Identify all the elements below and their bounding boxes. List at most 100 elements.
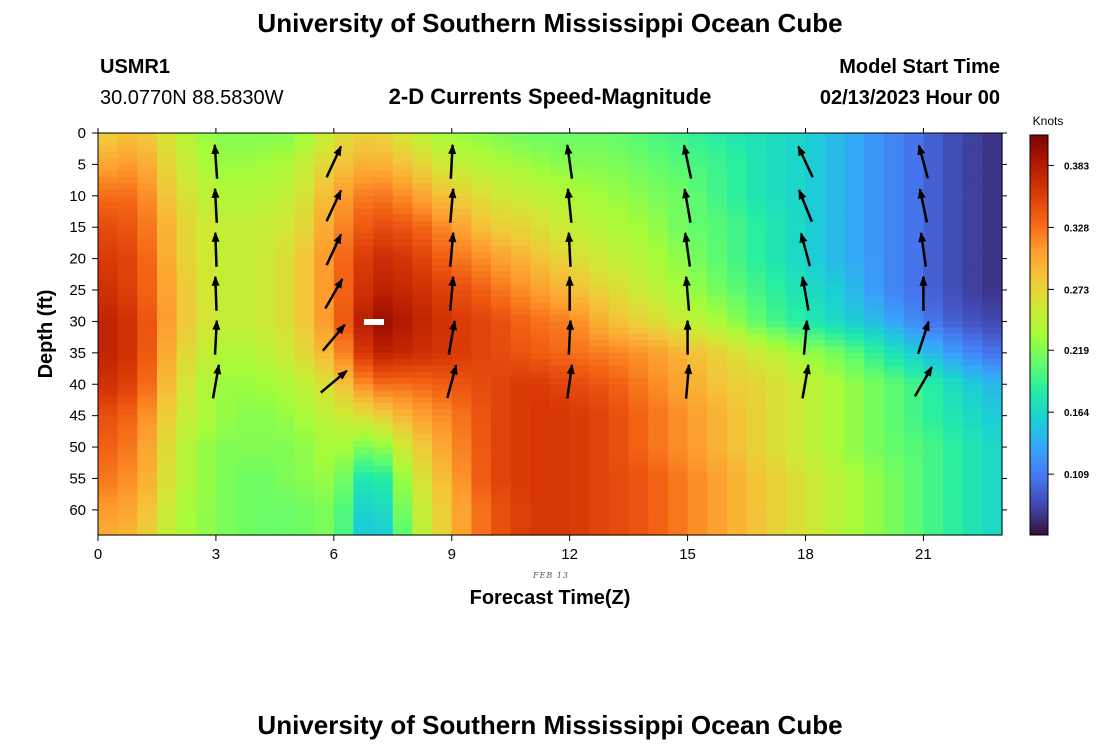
heatmap-cell (176, 290, 197, 297)
heatmap-cell (451, 327, 472, 335)
current-vector (684, 363, 693, 399)
heatmap-cell (923, 189, 944, 197)
heatmap-cell (864, 359, 885, 367)
heatmap-cell (766, 208, 787, 216)
heatmap-cell (903, 264, 924, 272)
heatmap-cell (432, 158, 453, 166)
heatmap-cell (589, 428, 610, 436)
heatmap-cell (589, 227, 610, 235)
heatmap-cell (432, 434, 453, 442)
heatmap-cell (98, 403, 119, 410)
heatmap-cell (864, 440, 885, 448)
heatmap-cell (412, 465, 433, 473)
heatmap-cell (903, 428, 924, 436)
heatmap-cell (156, 220, 178, 228)
heatmap-cell (353, 340, 374, 348)
heatmap-cell (923, 277, 944, 285)
heatmap-cell (196, 459, 217, 467)
heatmap-cell (530, 516, 551, 524)
heatmap-cell (746, 189, 767, 197)
heatmap-cell (176, 202, 197, 209)
heatmap-cell (294, 340, 315, 348)
heatmap-cell (550, 403, 571, 410)
heatmap-cell (982, 434, 1003, 442)
heatmap-cell (982, 264, 1003, 272)
heatmap-cell (392, 428, 414, 436)
heatmap-cell (215, 252, 237, 260)
heatmap-cell (392, 409, 414, 417)
heatmap-cell (373, 359, 394, 367)
heatmap-cell (550, 151, 571, 159)
heatmap-cell (314, 522, 335, 530)
heatmap-cell (903, 283, 924, 291)
heatmap-cell (314, 377, 335, 385)
heatmap-cell (726, 227, 748, 235)
heatmap-cell (373, 233, 394, 241)
heatmap-cell (962, 434, 983, 442)
heatmap-cell (510, 528, 531, 536)
heatmap-cell (667, 133, 689, 140)
heatmap-cell (333, 283, 355, 291)
heatmap-cell (98, 415, 119, 423)
heatmap-cell (215, 290, 237, 297)
heatmap-cell (333, 403, 355, 410)
heatmap-cell (667, 214, 689, 222)
heatmap-cell (687, 290, 708, 297)
heatmap-cell (707, 290, 728, 297)
heatmap-cell (589, 484, 610, 492)
heatmap-cell (825, 195, 846, 203)
heatmap-cell (274, 384, 296, 392)
heatmap-cell (589, 465, 610, 473)
heatmap-cell (864, 208, 885, 216)
heatmap-cell (530, 264, 551, 272)
heatmap-cell (943, 327, 964, 335)
heatmap-cell (766, 258, 787, 266)
heatmap-cell (353, 183, 374, 191)
heatmap-cell (923, 151, 944, 159)
heatmap-cell (176, 151, 197, 159)
heatmap-cell (274, 302, 296, 310)
heatmap-cell (628, 403, 649, 410)
heatmap-cell (471, 164, 492, 172)
heatmap-cell (962, 258, 983, 266)
heatmap-cell (156, 346, 178, 354)
heatmap-cell (982, 440, 1003, 448)
heatmap-cell (432, 447, 453, 454)
heatmap-cell (471, 239, 492, 247)
heatmap-cell (215, 440, 237, 448)
heatmap-cell (608, 465, 630, 473)
heatmap-cell (98, 334, 119, 341)
heatmap-cell (510, 509, 531, 517)
heatmap-cell (648, 516, 669, 524)
heatmap-cell (373, 277, 394, 285)
heatmap-cell (392, 415, 414, 423)
heatmap-cell (235, 189, 256, 197)
heatmap-cell (530, 277, 551, 285)
heatmap-cell (608, 296, 630, 304)
heatmap-cell (333, 133, 355, 140)
current-vector (321, 323, 346, 352)
heatmap-cell (353, 421, 374, 429)
heatmap-cell (215, 371, 237, 379)
heatmap-cell (314, 170, 335, 178)
heatmap-cell (510, 390, 531, 398)
heatmap-cell (569, 176, 590, 184)
heatmap-cell (235, 302, 256, 310)
heatmap-cell (392, 195, 414, 203)
heatmap-cell (982, 202, 1003, 209)
heatmap-cell (333, 472, 355, 480)
heatmap-cell (196, 164, 217, 172)
heatmap-cell (255, 421, 276, 429)
heatmap-cell (903, 214, 924, 222)
heatmap-cell (117, 516, 138, 524)
heatmap-cell (903, 202, 924, 209)
speed-heatmap (98, 133, 1003, 536)
heatmap-cell (471, 334, 492, 341)
heatmap-cell (215, 346, 237, 354)
heatmap-cell (746, 352, 767, 360)
heatmap-cell (137, 327, 158, 335)
heatmap-cell (471, 346, 492, 354)
heatmap-cell (196, 233, 217, 241)
heatmap-cell (864, 478, 885, 486)
heatmap-cell (608, 497, 630, 505)
